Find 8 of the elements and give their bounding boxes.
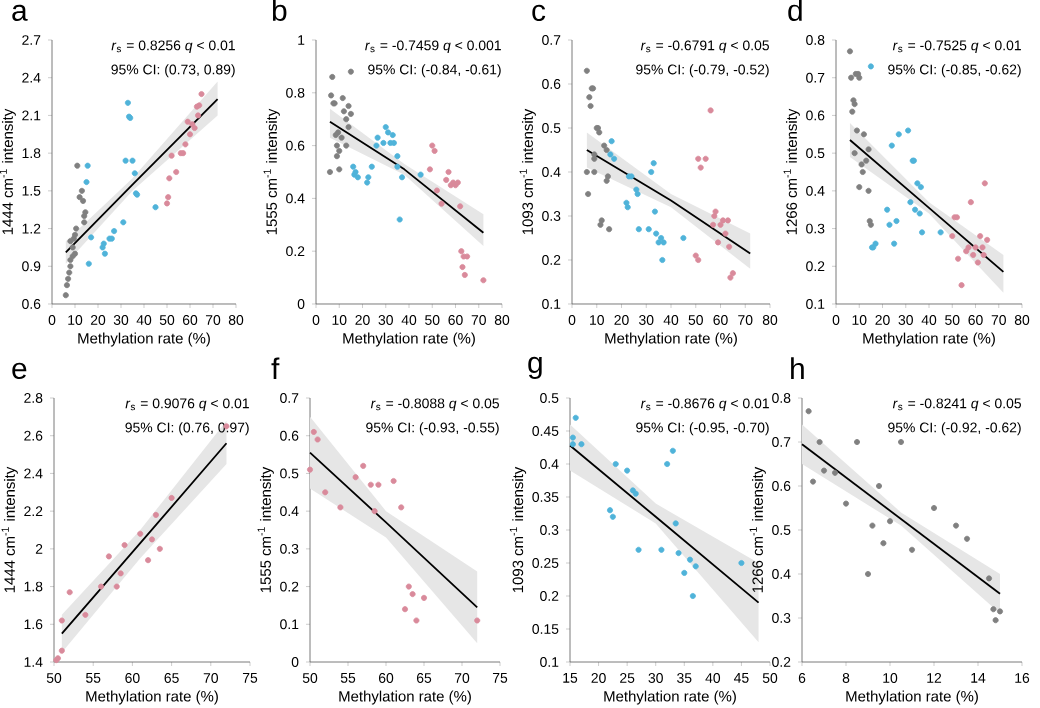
chart-title: f [271, 357, 280, 380]
chart-title: g [528, 356, 542, 379]
chart-title: a [12, 4, 28, 21]
chart-title: e [12, 362, 27, 379]
chart-title: b [272, 0, 287, 21]
chart-title: d [788, 0, 802, 21]
chart-title: c [532, 4, 546, 22]
chart-title: h [791, 357, 804, 380]
